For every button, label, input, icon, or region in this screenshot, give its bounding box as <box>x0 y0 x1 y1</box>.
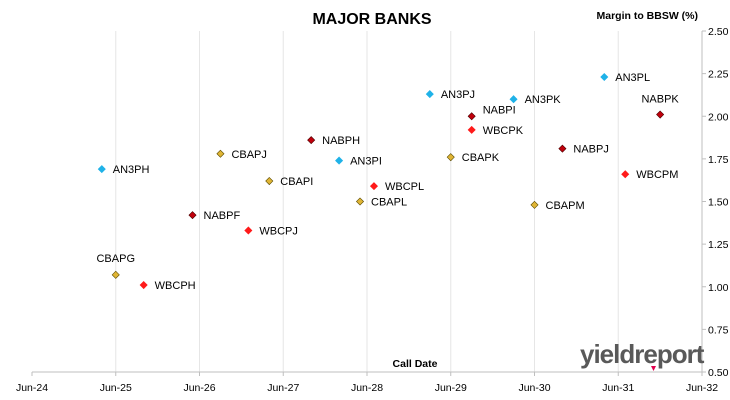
data-point-nabpj <box>558 144 567 153</box>
data-points: AN3PH AN3PI AN3PJ AN3PK AN3PL CBAPG CBAPJ CBAPI… <box>96 72 679 292</box>
x-tick-label: Jun-24 <box>16 382 48 394</box>
point-label-wbcpj: WBCPJ <box>259 225 298 237</box>
x-tick-labels: Jun-24 Jun-25 Jun-26 Jun-27 Jun-28 Jun-29 Jun-… <box>16 372 718 394</box>
y-tick-label: 1.00 <box>708 282 729 294</box>
point-label-an3pl: AN3PL <box>615 72 650 84</box>
x-tick-label: Jun-26 <box>183 382 215 394</box>
y-tick-label: 1.25 <box>708 239 729 251</box>
data-point-cbapg <box>111 270 120 279</box>
yieldreport-logo: yieldreport <box>580 339 706 371</box>
x-tick-label: Jun-31 <box>602 382 634 394</box>
point-label-an3pi: AN3PI <box>350 156 382 168</box>
point-label-cbapk: CBAPK <box>462 152 500 164</box>
x-tick-label: Jun-25 <box>100 382 132 394</box>
x-tick-label: Jun-32 <box>686 382 718 394</box>
data-point-wbcph <box>139 281 148 290</box>
data-point-cbapl <box>355 197 365 206</box>
data-point-cbapi <box>265 177 274 186</box>
point-label-an3pj: AN3PJ <box>441 89 475 101</box>
data-point-an3pk <box>509 95 518 104</box>
data-point-wbcpk <box>467 125 476 134</box>
point-label-nabph: NABPH <box>322 135 360 147</box>
y-tick-label: 0.75 <box>708 324 729 336</box>
y-tick-labels: 0.50 0.75 1.00 1.25 1.50 1.75 2.00 2.25 2.50 <box>702 26 729 379</box>
chart-title: MAJOR BANKS <box>312 11 431 28</box>
data-point-an3pi <box>335 156 344 165</box>
data-point-nabpi <box>467 112 476 121</box>
point-label-nabpk: NABPK <box>641 94 679 106</box>
data-point-wbcpm <box>621 170 630 179</box>
y-tick-label: 1.50 <box>708 197 729 209</box>
y-axis-title: Margin to BBSW (%) <box>597 10 699 22</box>
point-label-cbapg: CBAPG <box>96 253 135 265</box>
point-label-wbcpm: WBCPM <box>636 169 678 181</box>
y-tick-label: 1.75 <box>708 154 729 166</box>
data-point-cbapk <box>446 153 455 162</box>
point-label-an3ph: AN3PH <box>113 164 150 176</box>
point-label-wbcpl: WBCPL <box>385 181 424 193</box>
point-label-nabpj: NABPJ <box>573 144 608 156</box>
data-point-an3pl <box>600 73 609 82</box>
logo-text: yieldreport <box>580 339 705 369</box>
x-tick-label: Jun-30 <box>518 382 550 394</box>
logo-accent-mark <box>651 366 656 371</box>
y-tick-label: 2.25 <box>708 69 729 81</box>
point-label-cbapj: CBAPJ <box>231 149 266 161</box>
data-point-wbcpl <box>369 182 379 191</box>
y-tick-label: 2.50 <box>708 26 729 38</box>
point-label-wbcpk: WBCPK <box>483 125 524 137</box>
point-label-cbapl: CBAPL <box>371 197 407 209</box>
x-tick-label: Jun-28 <box>351 382 383 394</box>
point-label-nabpf: NABPF <box>204 210 241 222</box>
point-label-an3pk: AN3PK <box>525 94 562 106</box>
gridlines <box>115 31 619 372</box>
point-label-nabpi: NABPI <box>483 104 516 116</box>
data-point-nabph <box>307 136 316 145</box>
x-tick-label: Jun-27 <box>267 382 299 394</box>
y-tick-label: 0.50 <box>708 367 729 379</box>
data-point-nabpk <box>656 110 665 119</box>
point-label-cbapi: CBAPI <box>280 176 313 188</box>
point-label-wbcph: WBCPH <box>155 280 196 292</box>
data-point-nabpf <box>188 211 197 220</box>
data-point-an3pj <box>425 90 434 99</box>
y-tick-label: 2.00 <box>708 111 729 123</box>
data-point-cbapj <box>216 149 225 158</box>
x-tick-label: Jun-29 <box>435 382 467 394</box>
x-axis-title: Call Date <box>393 358 438 370</box>
data-point-cbapm <box>530 200 539 209</box>
data-point-an3ph <box>97 165 106 174</box>
data-point-wbcpj <box>244 226 253 235</box>
point-label-cbapm: CBAPM <box>546 200 585 212</box>
